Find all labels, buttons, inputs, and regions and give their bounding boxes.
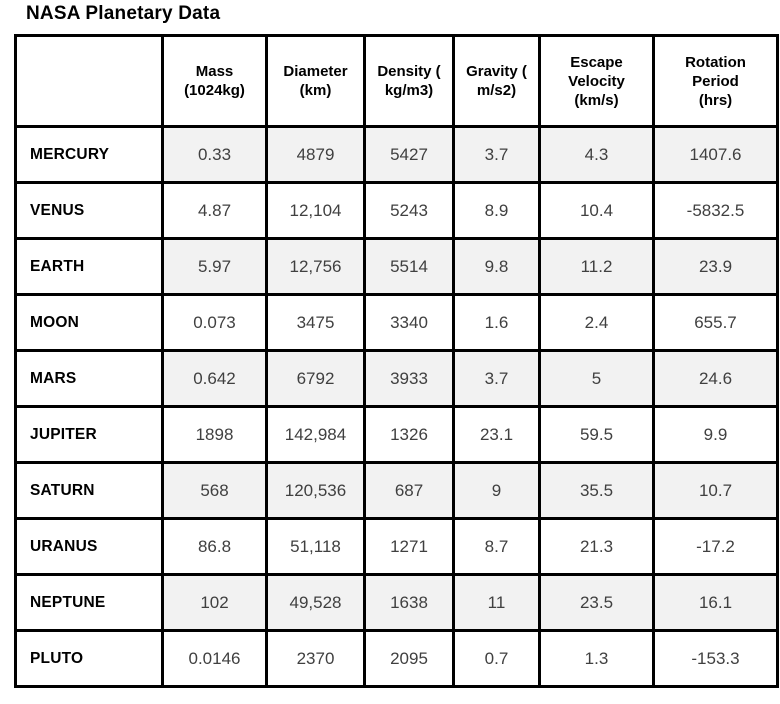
col-header-gravity: Gravity (m/s2): [452, 34, 541, 128]
col-header-escape-velocity: Escape Velocity (km/s): [538, 34, 655, 128]
jupiter-density-cell: 1326: [363, 405, 455, 464]
pluto-density-cell: 2095: [363, 629, 455, 688]
venus-gravity-cell: 8.9: [452, 181, 541, 240]
table-row-moon: MOON 0.073 3475 3340 1.6 2.4 655.7: [14, 293, 779, 352]
mercury-density-cell: 5427: [363, 125, 455, 184]
venus-name-cell: VENUS: [14, 181, 164, 240]
moon-diameter-cell: 3475: [265, 293, 366, 352]
mercury-name-cell: MERCURY: [14, 125, 164, 184]
moon-rotation-period-cell: 655.7: [652, 293, 779, 352]
pluto-gravity-cell: 0.7: [452, 629, 541, 688]
table-body: MERCURY 0.33 4879 5427 3.7 4.3 1407.6 VENUS 4.87…: [14, 125, 779, 688]
mars-gravity-cell: 3.7: [452, 349, 541, 408]
uranus-density-cell: 1271: [363, 517, 455, 576]
venus-diameter-cell: 12,104: [265, 181, 366, 240]
moon-name-cell: MOON: [14, 293, 164, 352]
saturn-density-cell: 687: [363, 461, 455, 520]
venus-rotation-period-cell: -5832.5: [652, 181, 779, 240]
planetary-data-table: Mass (1024kg) Diameter (km) Density (kg/m3) G…: [14, 34, 779, 688]
moon-density-cell: 3340: [363, 293, 455, 352]
table-row-uranus: URANUS 86.8 51,118 1271 8.7 21.3 -17.2: [14, 517, 779, 576]
mercury-mass-cell: 0.33: [161, 125, 268, 184]
earth-diameter-cell: 12,756: [265, 237, 366, 296]
table-row-neptune: NEPTUNE 102 49,528 1638 11 23.5 16.1: [14, 573, 779, 632]
neptune-density-cell: 1638: [363, 573, 455, 632]
earth-density-cell: 5514: [363, 237, 455, 296]
mars-escape-velocity-cell: 5: [538, 349, 655, 408]
table-row-pluto: PLUTO 0.0146 2370 2095 0.7 1.3 -153.3: [14, 629, 779, 688]
mercury-diameter-cell: 4879: [265, 125, 366, 184]
saturn-rotation-period-cell: 10.7: [652, 461, 779, 520]
moon-mass-cell: 0.073: [161, 293, 268, 352]
mercury-gravity-cell: 3.7: [452, 125, 541, 184]
venus-mass-cell: 4.87: [161, 181, 268, 240]
table-row-mars: MARS 0.642 6792 3933 3.7 5 24.6: [14, 349, 779, 408]
col-header-diameter: Diameter (km): [265, 34, 366, 128]
pluto-name-cell: PLUTO: [14, 629, 164, 688]
jupiter-mass-cell: 1898: [161, 405, 268, 464]
pluto-escape-velocity-cell: 1.3: [538, 629, 655, 688]
jupiter-escape-velocity-cell: 59.5: [538, 405, 655, 464]
mars-diameter-cell: 6792: [265, 349, 366, 408]
table-row-venus: VENUS 4.87 12,104 5243 8.9 10.4 -5832.5: [14, 181, 779, 240]
venus-escape-velocity-cell: 10.4: [538, 181, 655, 240]
moon-gravity-cell: 1.6: [452, 293, 541, 352]
uranus-escape-velocity-cell: 21.3: [538, 517, 655, 576]
jupiter-name-cell: JUPITER: [14, 405, 164, 464]
saturn-diameter-cell: 120,536: [265, 461, 366, 520]
uranus-name-cell: URANUS: [14, 517, 164, 576]
earth-escape-velocity-cell: 11.2: [538, 237, 655, 296]
neptune-rotation-period-cell: 16.1: [652, 573, 779, 632]
mars-density-cell: 3933: [363, 349, 455, 408]
mars-mass-cell: 0.642: [161, 349, 268, 408]
table-row-earth: EARTH 5.97 12,756 5514 9.8 11.2 23.9: [14, 237, 779, 296]
jupiter-gravity-cell: 23.1: [452, 405, 541, 464]
neptune-diameter-cell: 49,528: [265, 573, 366, 632]
earth-rotation-period-cell: 23.9: [652, 237, 779, 296]
col-header-rotation-period: Rotation Period (hrs): [652, 34, 779, 128]
uranus-mass-cell: 86.8: [161, 517, 268, 576]
mercury-escape-velocity-cell: 4.3: [538, 125, 655, 184]
mars-name-cell: MARS: [14, 349, 164, 408]
pluto-rotation-period-cell: -153.3: [652, 629, 779, 688]
saturn-name-cell: SATURN: [14, 461, 164, 520]
mars-rotation-period-cell: 24.6: [652, 349, 779, 408]
pluto-diameter-cell: 2370: [265, 629, 366, 688]
jupiter-rotation-period-cell: 9.9: [652, 405, 779, 464]
page-title: NASA Planetary Data: [26, 3, 221, 24]
venus-density-cell: 5243: [363, 181, 455, 240]
mercury-rotation-period-cell: 1407.6: [652, 125, 779, 184]
uranus-rotation-period-cell: -17.2: [652, 517, 779, 576]
saturn-gravity-cell: 9: [452, 461, 541, 520]
uranus-gravity-cell: 8.7: [452, 517, 541, 576]
table-header: Mass (1024kg) Diameter (km) Density (kg/m3) G…: [14, 34, 779, 128]
table-row-mercury: MERCURY 0.33 4879 5427 3.7 4.3 1407.6: [14, 125, 779, 184]
neptune-name-cell: NEPTUNE: [14, 573, 164, 632]
earth-mass-cell: 5.97: [161, 237, 268, 296]
table-row-jupiter: JUPITER 1898 142,984 1326 23.1 59.5 9.9: [14, 405, 779, 464]
earth-gravity-cell: 9.8: [452, 237, 541, 296]
header-row: Mass (1024kg) Diameter (km) Density (kg/m3) G…: [14, 34, 779, 128]
uranus-diameter-cell: 51,118: [265, 517, 366, 576]
jupiter-diameter-cell: 142,984: [265, 405, 366, 464]
neptune-gravity-cell: 11: [452, 573, 541, 632]
pluto-mass-cell: 0.0146: [161, 629, 268, 688]
col-header-mass: Mass (1024kg): [161, 34, 268, 128]
col-header-empty: [14, 34, 164, 128]
col-header-density: Density (kg/m3): [363, 34, 455, 128]
earth-name-cell: EARTH: [14, 237, 164, 296]
table-row-saturn: SATURN 568 120,536 687 9 35.5 10.7: [14, 461, 779, 520]
neptune-mass-cell: 102: [161, 573, 268, 632]
saturn-escape-velocity-cell: 35.5: [538, 461, 655, 520]
moon-escape-velocity-cell: 2.4: [538, 293, 655, 352]
neptune-escape-velocity-cell: 23.5: [538, 573, 655, 632]
saturn-mass-cell: 568: [161, 461, 268, 520]
